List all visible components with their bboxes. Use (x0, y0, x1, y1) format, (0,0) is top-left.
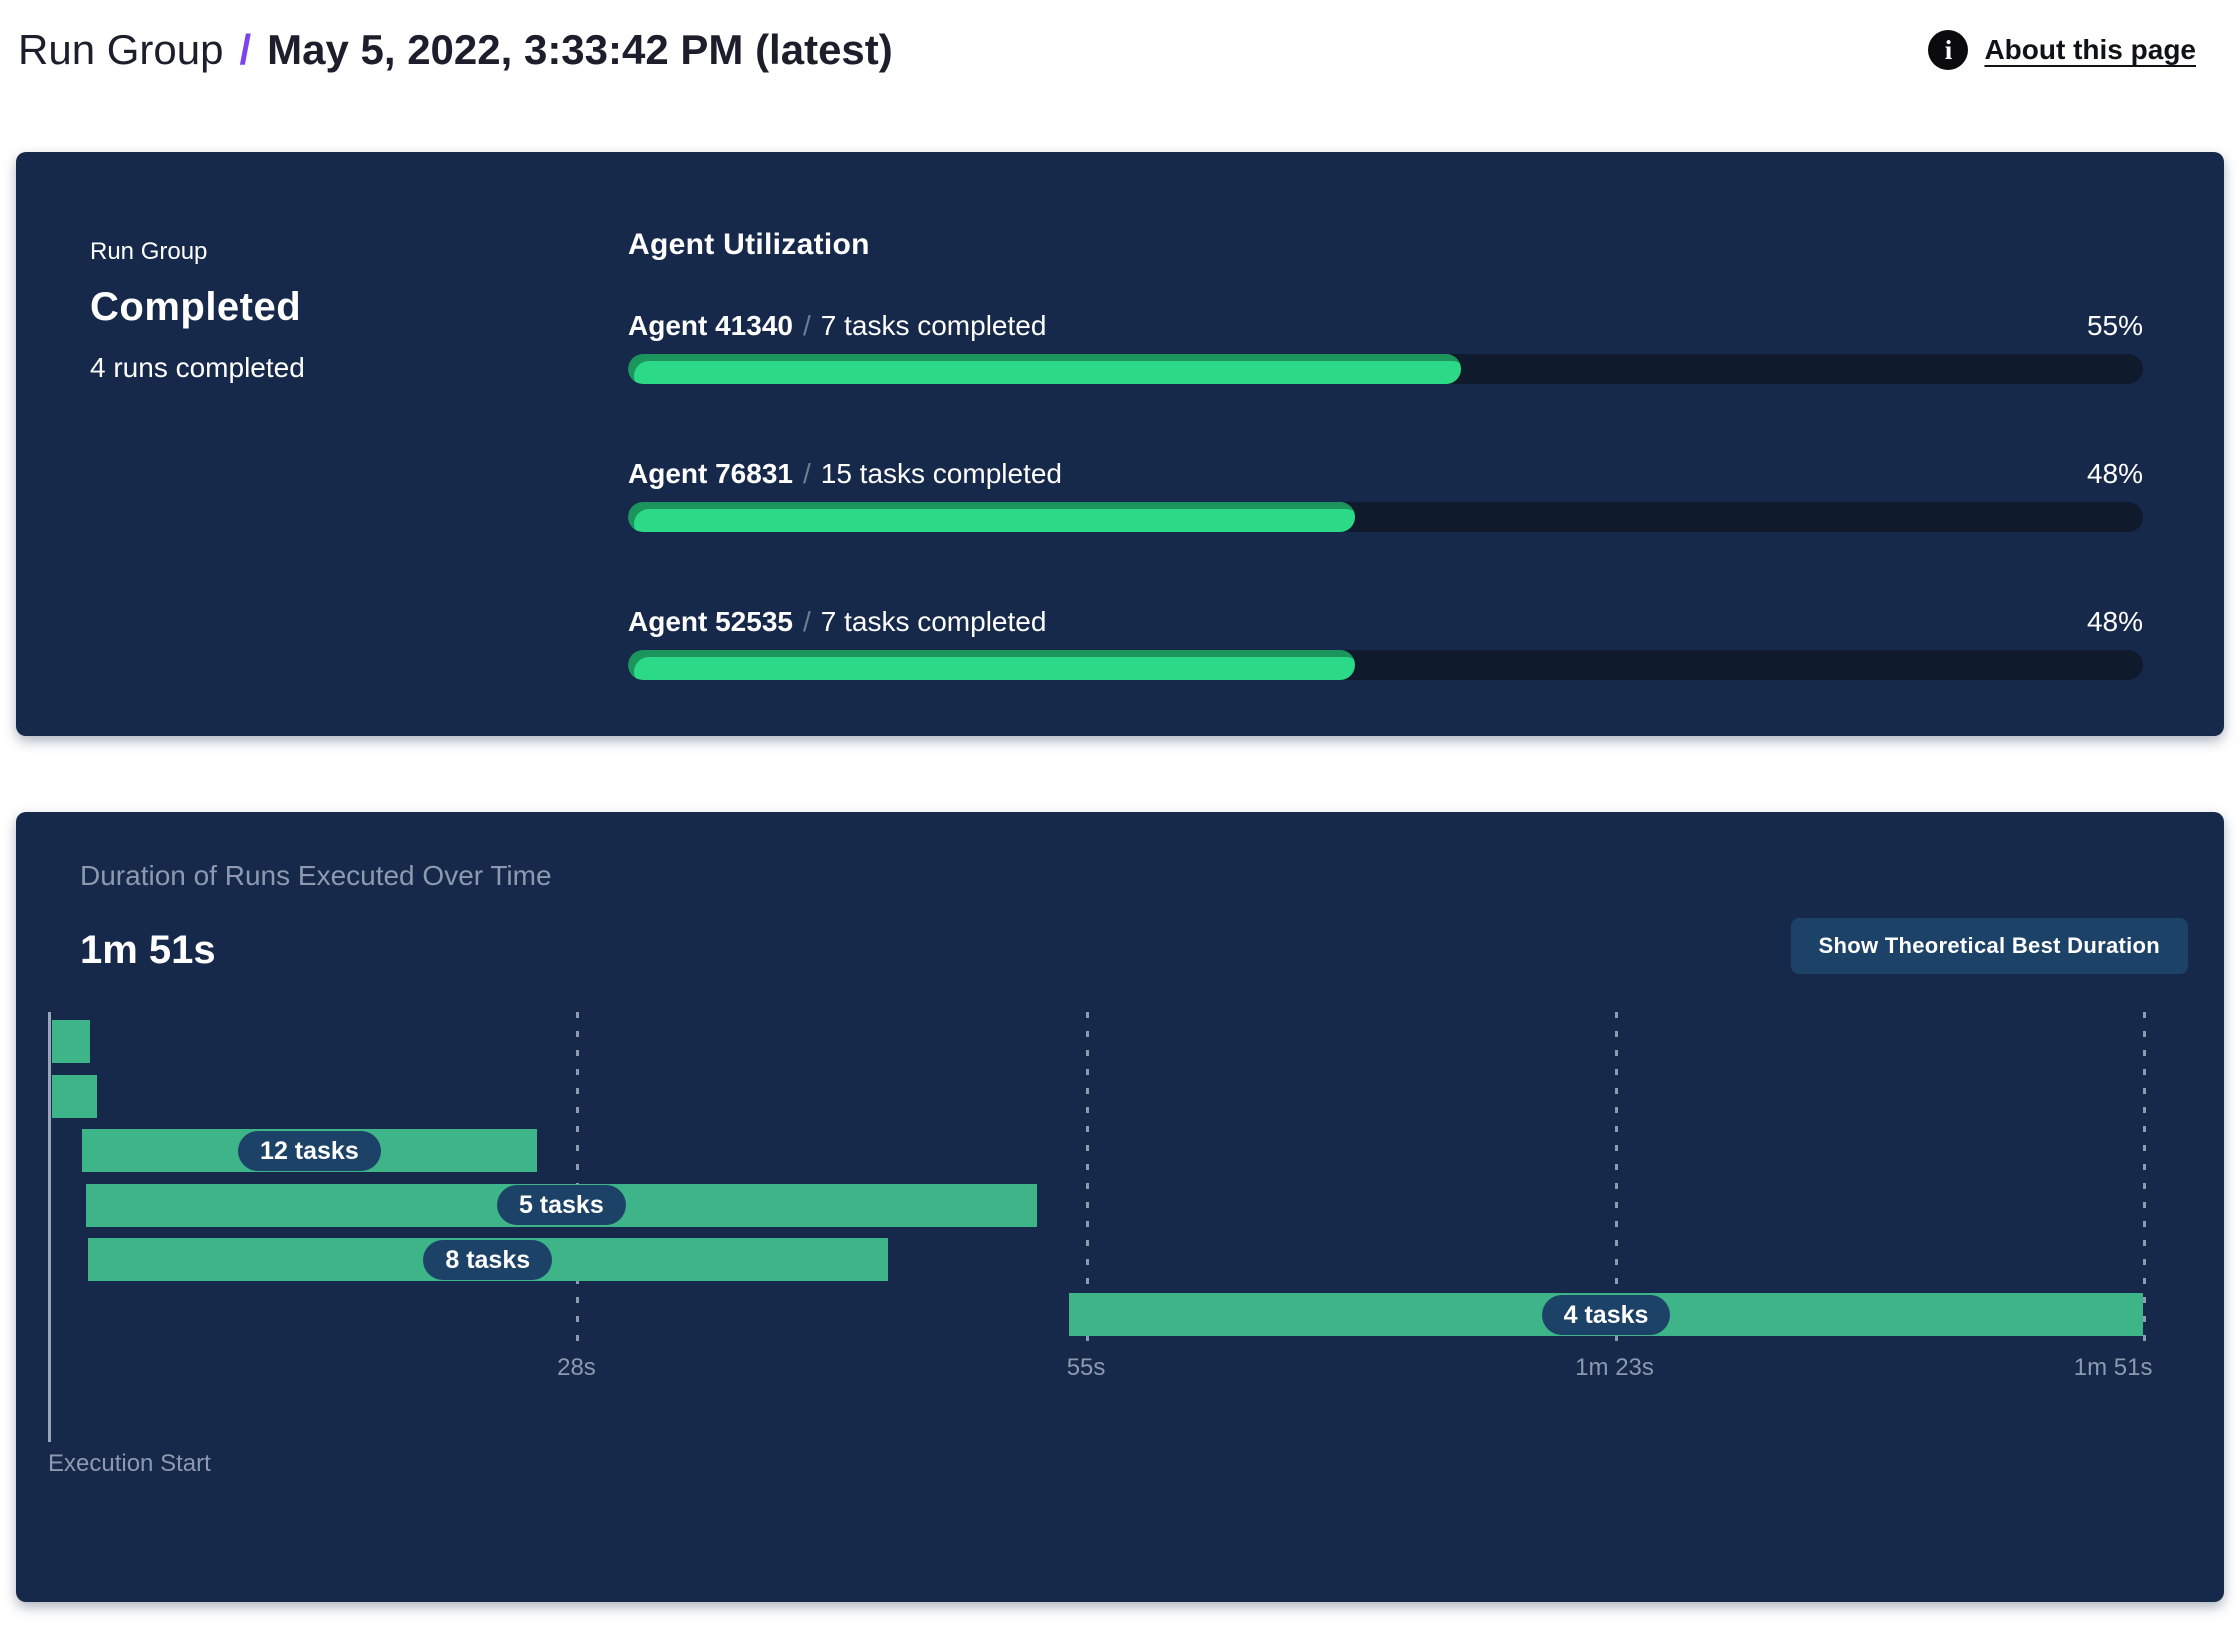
agent-label: Agent 52535 / 7 tasks completed (628, 606, 1046, 638)
agent-label-separator: / (802, 310, 811, 341)
breadcrumb-run-group: Run Group (18, 26, 224, 73)
execution-start-label: Execution Start (48, 1450, 211, 1477)
agent-label-separator: / (802, 606, 811, 637)
run-group-summary-panel: Run Group Completed 4 runs completed Age… (16, 152, 2224, 736)
agent-utilization-row: Agent 41340 / 7 tasks completed 55% (628, 310, 2143, 384)
info-icon: i (1928, 30, 1969, 70)
page-header: Run Group / May 5, 2022, 3:33:42 PM (lat… (0, 0, 2240, 100)
page-title: Run Group / May 5, 2022, 3:33:42 PM (lat… (18, 26, 893, 74)
agent-tasks-completed: 7 tasks completed (820, 310, 1047, 341)
run-group-status-value: Completed (90, 285, 302, 329)
agent-name: Agent 41340 (628, 310, 793, 341)
agent-utilization-percent: 48% (2086, 606, 2143, 637)
agent-utilization-section: Agent Utilization Agent 41340 / 7 tasks co… (628, 228, 2143, 680)
runs-completed-count: 4 runs completed (90, 352, 305, 383)
about-this-page-link[interactable]: i About this page (1928, 30, 2196, 70)
gantt-gridline (576, 1012, 580, 1350)
agent-utilization-bar-fill (628, 650, 1356, 680)
gantt-run-bar[interactable] (51, 1074, 98, 1118)
duration-gantt-chart: 28s 55s 1m 23s 1m 51s 12 tasks 5 tasks 8 tasks… (48, 1012, 2152, 1452)
gantt-gridline (1086, 1012, 1090, 1350)
show-theoretical-best-duration-button[interactable]: Show Theoretical Best Duration (1790, 918, 2188, 974)
duration-chart-title: Duration of Runs Executed Over Time (80, 860, 552, 891)
gantt-run-bar[interactable]: 4 tasks (1069, 1293, 2143, 1336)
page-title-current: May 5, 2022, 3:33:42 PM (latest) (267, 26, 893, 73)
agent-utilization-bar-track (628, 354, 2143, 384)
agent-utilization-bar-fill (628, 354, 1462, 384)
agent-utilization-row: Agent 76831 / 15 tasks completed 48% (628, 458, 2143, 532)
agent-utilization-heading: Agent Utilization (628, 228, 870, 261)
duration-panel: Duration of Runs Executed Over Time 1m 5… (16, 812, 2224, 1602)
gantt-axis-tick-label: 1m 23s (1575, 1354, 1654, 1381)
agent-utilization-bar-fill (628, 502, 1356, 532)
gantt-gridline (1614, 1012, 1618, 1350)
run-group-label: Run Group (90, 238, 208, 265)
gantt-run-bar[interactable]: 12 tasks (81, 1129, 537, 1173)
agent-utilization-bar-track (628, 502, 2143, 532)
agent-utilization-list: Agent 41340 / 7 tasks completed 55% Agent 76… (628, 310, 2143, 680)
run-task-count-badge: 5 tasks (496, 1185, 626, 1226)
run-task-count-badge: 12 tasks (238, 1130, 381, 1171)
gantt-run-bar[interactable]: 5 tasks (85, 1183, 1037, 1227)
total-duration-value: 1m 51s (80, 928, 216, 972)
gantt-axis-tick-label: 28s (557, 1354, 596, 1381)
agent-name: Agent 76831 (628, 458, 793, 489)
execution-start-axis-line (48, 1012, 51, 1442)
gantt-axis-tick-label: 1m 51s (2073, 1354, 2153, 1381)
agent-label: Agent 76831 / 15 tasks completed (628, 458, 1062, 490)
run-task-count-badge: 8 tasks (423, 1239, 553, 1280)
agent-utilization-percent: 48% (2086, 458, 2143, 489)
run-task-count-badge: 4 tasks (1541, 1294, 1671, 1335)
breadcrumb-separator: / (239, 26, 252, 73)
about-this-page-label: About this page (1984, 34, 2196, 65)
agent-label: Agent 41340 / 7 tasks completed (628, 310, 1046, 342)
gantt-gridline (2143, 1012, 2146, 1350)
gantt-run-bar[interactable] (51, 1020, 90, 1063)
agent-tasks-completed: 15 tasks completed (820, 458, 1062, 489)
agent-utilization-percent: 55% (2086, 310, 2143, 341)
agent-label-separator: / (802, 458, 811, 489)
agent-utilization-row: Agent 52535 / 7 tasks completed 48% (628, 606, 2143, 680)
run-group-status-column: Run Group Completed 4 runs completed (90, 238, 305, 384)
agent-utilization-bar-track (628, 650, 2143, 680)
agent-tasks-completed: 7 tasks completed (820, 606, 1047, 637)
agent-name: Agent 52535 (628, 606, 793, 637)
gantt-run-bar[interactable]: 8 tasks (87, 1238, 888, 1282)
gantt-axis-tick-label: 55s (1066, 1354, 1106, 1381)
